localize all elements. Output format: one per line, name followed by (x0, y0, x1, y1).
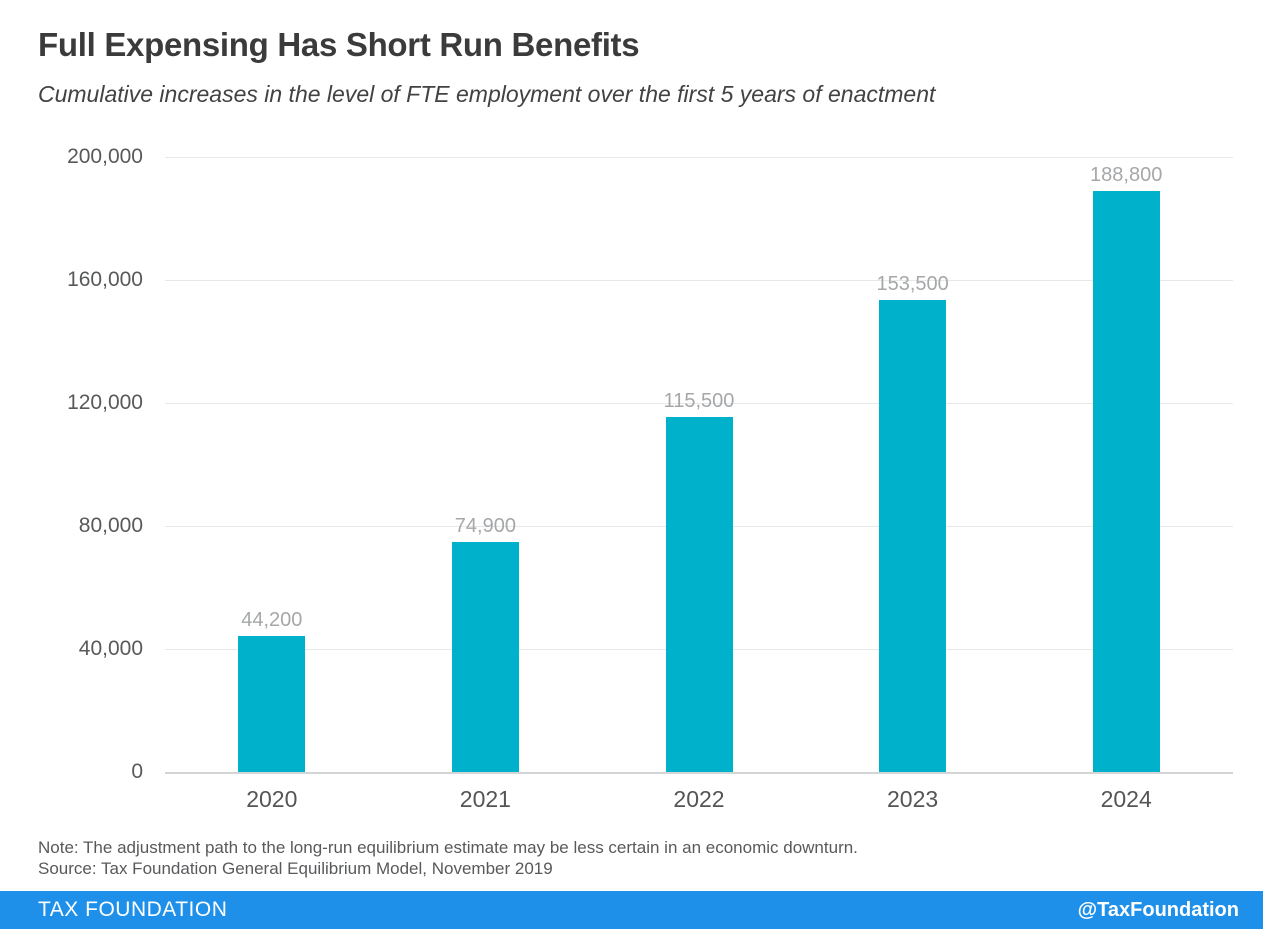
x-tick-label: 2023 (887, 786, 939, 812)
y-axis: 0 40,000 80,000 120,000 160,000 200,000 (0, 146, 150, 783)
y-tick-label: 0 (131, 760, 143, 783)
bar-chart-plot-area: 44,200 74,900 115,500 153,500 188,800 (165, 157, 1233, 774)
bar-2022: 115,500 (664, 390, 734, 772)
chart-subtitle: Cumulative increases in the level of FTE… (38, 81, 936, 107)
y-tick-label: 200,000 (67, 145, 143, 168)
y-tick-label: 40,000 (78, 637, 143, 660)
x-tick-label: 2020 (246, 786, 298, 812)
bar-value-label: 115,500 (663, 389, 735, 412)
bar-2024: 188,800 (1090, 164, 1162, 772)
y-tick-label: 120,000 (67, 391, 143, 414)
x-axis-line (165, 772, 1233, 774)
footer-brand-text: TAX FOUNDATION (38, 898, 228, 921)
footer-bar: TAX FOUNDATION @TaxFoundation (0, 891, 1263, 929)
bar-value-label: 44,200 (241, 609, 303, 632)
gridline (165, 280, 1233, 281)
bar-2021: 74,900 (451, 515, 519, 772)
footer-twitter-handle: @TaxFoundation (1077, 898, 1239, 921)
y-tick-label: 80,000 (78, 514, 143, 537)
bar-value-label: 74,900 (454, 514, 516, 537)
x-axis: 2020 2021 2022 2023 2024 (165, 772, 1233, 816)
chart-source: Source: Tax Foundation General Equilibri… (38, 859, 553, 878)
x-tick-label: 2022 (673, 786, 725, 812)
bar-value-label: 188,800 (1090, 164, 1163, 187)
bar-value-label: 153,500 (876, 273, 949, 295)
gridline (165, 157, 1233, 158)
chart-note: Note: The adjustment path to the long-ru… (38, 838, 858, 857)
x-tick-label: 2021 (459, 786, 511, 812)
y-tick-label: 160,000 (67, 268, 143, 291)
gridline (165, 403, 1233, 404)
bar-2020: 44,200 (238, 609, 306, 772)
chart-title: Full Expensing Has Short Run Benefits (38, 26, 640, 63)
x-tick-label: 2024 (1100, 786, 1152, 812)
bar-2023: 153,500 (876, 273, 949, 772)
